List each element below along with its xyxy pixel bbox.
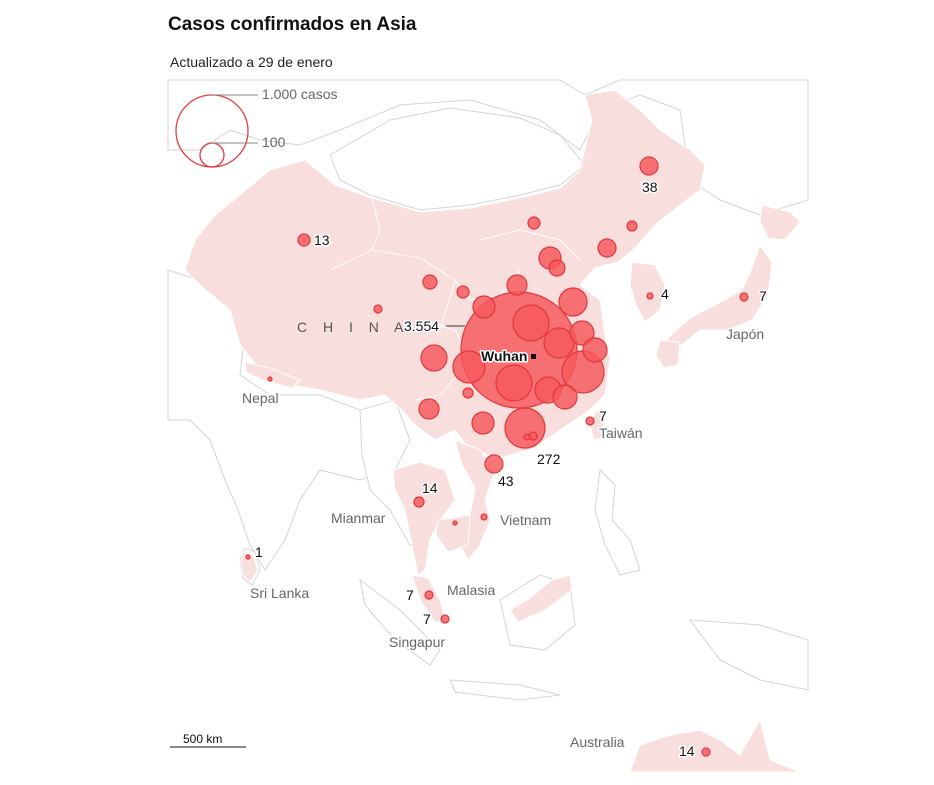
label-malaysia: Malasia xyxy=(447,582,495,598)
bubble-guizhou xyxy=(462,387,474,399)
bubble-vietnam xyxy=(480,513,488,521)
thailand-shape xyxy=(392,461,456,576)
australia-shape xyxy=(629,718,801,773)
bubble-xinjiang xyxy=(297,233,311,247)
bubble-thailand xyxy=(413,496,425,508)
bubble-korea xyxy=(646,292,654,300)
malaysia-borneo-shape xyxy=(509,574,573,623)
srilanka-count: 1 xyxy=(255,544,263,560)
japan-kyushu-shape xyxy=(655,339,681,369)
bubble-neimenggu xyxy=(527,216,541,230)
label-singapore: Singapur xyxy=(389,634,445,650)
label-myanmar: Mianmar xyxy=(331,510,386,526)
java-shape xyxy=(449,679,561,701)
bubble-shandong xyxy=(558,287,588,317)
label-srilanka: Sri Lanka xyxy=(250,585,309,601)
bubble-japan xyxy=(739,292,749,302)
japan-count: 7 xyxy=(759,288,767,304)
nepal-shape xyxy=(244,361,301,389)
label-taiwan: Taiwán xyxy=(599,425,643,441)
malaysia-count: 7 xyxy=(406,587,414,603)
label-japan: Japón xyxy=(726,326,764,342)
map-title: Casos confirmados en Asia xyxy=(168,14,417,35)
scale-label: 500 km xyxy=(183,732,222,746)
bubble-qinghai xyxy=(373,304,383,314)
cambodia-shape xyxy=(435,514,471,553)
bubble-shanghai xyxy=(582,337,608,363)
bubble-cambodia xyxy=(452,520,458,526)
japan-hokkaido-shape xyxy=(759,204,801,241)
bubble-guangdong xyxy=(504,407,546,449)
bubble-henan xyxy=(512,304,550,342)
update-date: Actualizado a 29 de enero xyxy=(170,54,333,70)
bubble-shaanxi xyxy=(472,295,496,319)
bubble-shanxi xyxy=(506,274,528,296)
korea-count: 4 xyxy=(661,286,669,302)
bubble-taiwan xyxy=(585,416,595,426)
bubble-sichuan xyxy=(420,344,448,372)
bubble-fujian xyxy=(552,384,578,410)
bubble-hunan xyxy=(495,364,533,402)
legend-label-1000: 1.000 casos xyxy=(262,86,338,102)
bubble-ningxia xyxy=(422,274,438,290)
wuhan-marker xyxy=(531,354,536,359)
srilanka-affected-shape xyxy=(240,551,259,583)
bubble-hebei xyxy=(548,259,566,277)
label-china: C H I N A xyxy=(297,319,409,335)
newguinea-shape xyxy=(688,619,809,691)
philippines-shape xyxy=(594,468,641,576)
bubble-liaoning xyxy=(597,238,617,258)
label-nepal: Nepal xyxy=(242,390,279,406)
wuhan-label: Wuhan xyxy=(481,348,527,364)
bubble-anhui xyxy=(543,327,575,359)
thailand-count: 14 xyxy=(422,480,438,496)
hainan-count: 43 xyxy=(498,473,514,489)
xinjiang-count: 13 xyxy=(314,232,330,248)
mongolia-shape xyxy=(329,107,586,211)
bubble-australia xyxy=(701,747,711,757)
legend: 1.000 casos 100 xyxy=(175,86,338,168)
case-bubbles xyxy=(245,156,749,757)
scale-bar: 500 km xyxy=(170,732,246,748)
legend-circle-100 xyxy=(199,142,225,168)
heilongjiang-count: 38 xyxy=(642,179,658,195)
bubble-hainan xyxy=(484,454,504,474)
legend-label-100: 100 xyxy=(262,134,286,150)
sumatra-shape xyxy=(359,578,441,666)
label-australia: Australia xyxy=(570,734,625,750)
australia-count: 14 xyxy=(679,743,695,759)
bubble-guangxi xyxy=(471,411,495,435)
india-shape xyxy=(167,269,386,571)
bubble-malaysia xyxy=(424,590,434,600)
bubble-gansu xyxy=(456,285,470,299)
bubble-singapore xyxy=(440,614,450,624)
singapore-count: 7 xyxy=(423,611,431,627)
taiwan-count: 7 xyxy=(599,408,607,424)
bubble-tibet xyxy=(267,376,273,382)
korea-shape xyxy=(629,261,666,323)
bubble-yunnan xyxy=(418,398,440,420)
bubble-jilin xyxy=(626,220,638,232)
hubei-count: 3.554 xyxy=(404,318,439,334)
bubble-chongqing xyxy=(452,350,486,384)
label-vietnam: Vietnam xyxy=(500,512,551,528)
bubble-macau xyxy=(523,433,531,441)
bubble-heilongjiang xyxy=(639,156,659,176)
bubble-jiangsu xyxy=(569,320,595,346)
bubble-srilanka xyxy=(245,554,251,560)
guangdong-count: 272 xyxy=(537,451,561,467)
